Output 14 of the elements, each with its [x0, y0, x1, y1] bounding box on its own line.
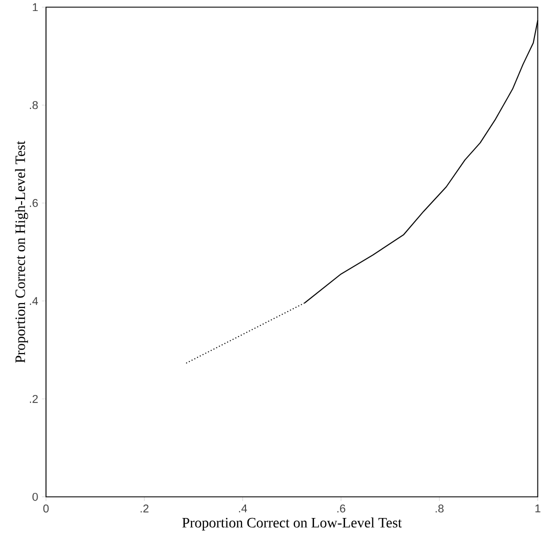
x-tick-label: .8	[436, 504, 444, 512]
x-tick-label: .6	[337, 504, 346, 512]
x-tick-label: .2	[140, 504, 149, 512]
x-tick-label: .4	[239, 504, 248, 512]
y-axis-title: Proportion Correct on High-Level Test	[15, 140, 28, 363]
y-tick-label: .6	[30, 199, 38, 208]
y-tick-label: 0	[32, 492, 38, 501]
x-tick-label: 1	[536, 504, 540, 512]
y-tick-label: .8	[30, 101, 38, 110]
y-tick-label: .4	[30, 297, 38, 305]
y-tick-label: .2	[30, 394, 38, 403]
x-axis-title: Proportion Correct on Low-Level Test	[182, 517, 402, 530]
x-tick-label: 0	[43, 504, 49, 512]
y-tick-label: 1	[32, 3, 38, 12]
